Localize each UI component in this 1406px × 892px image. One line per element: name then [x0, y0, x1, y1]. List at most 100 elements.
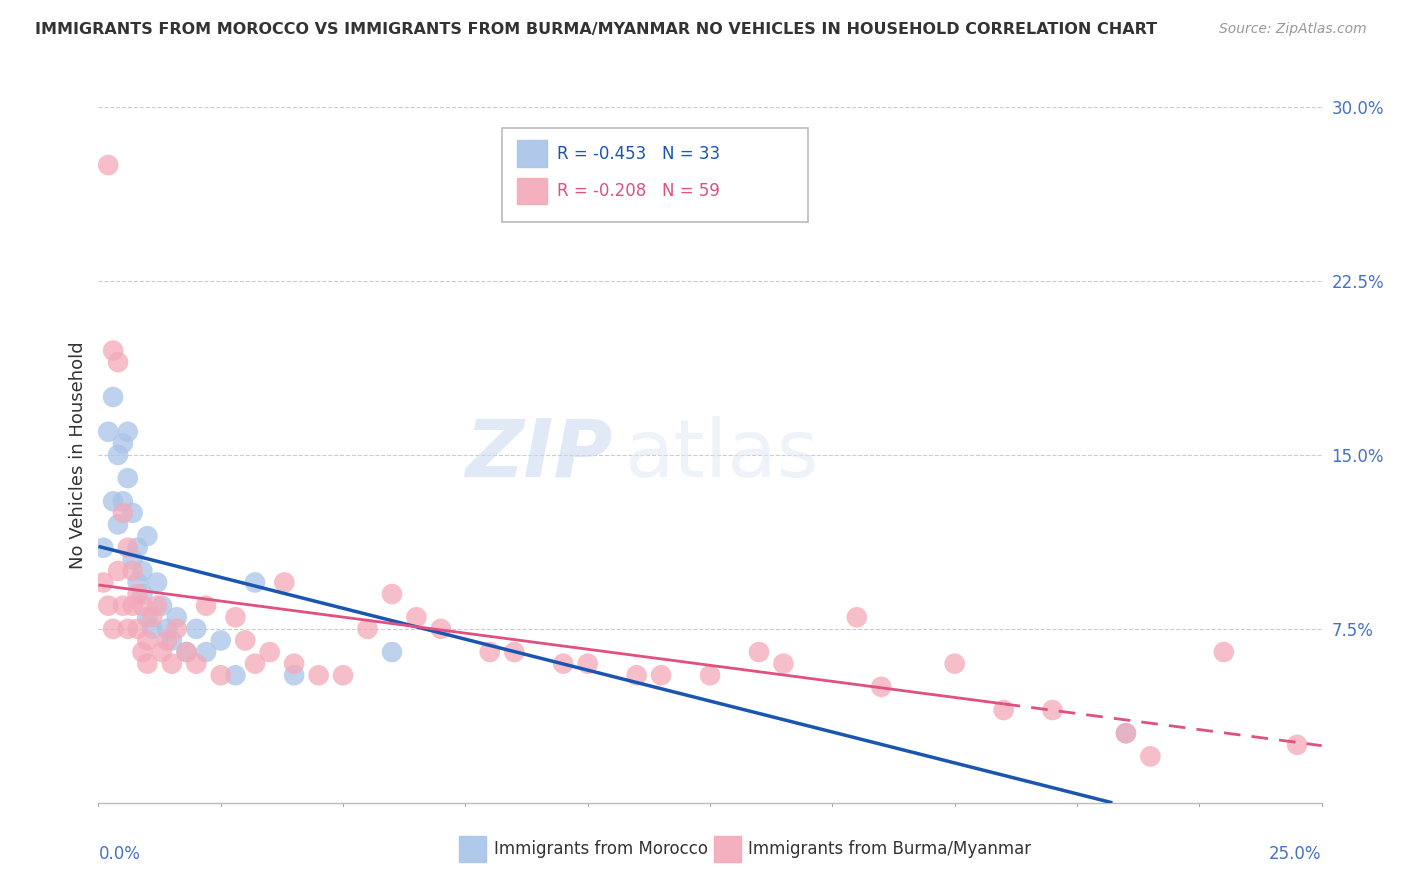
Text: 0.0%: 0.0% [98, 845, 141, 863]
Y-axis label: No Vehicles in Household: No Vehicles in Household [69, 341, 87, 569]
Point [845, 610, 868, 624]
Text: Immigrants from Morocco: Immigrants from Morocco [494, 839, 707, 858]
Point [243, 575, 266, 590]
Point [97, 158, 120, 172]
Point [121, 564, 143, 578]
Bar [460, 836, 486, 862]
Text: Source: ZipAtlas.com: Source: ZipAtlas.com [1219, 22, 1367, 37]
Point [136, 610, 159, 624]
Point [233, 633, 256, 648]
Point [141, 622, 163, 636]
Point [107, 517, 129, 532]
Point [111, 599, 134, 613]
Point [101, 343, 124, 358]
Point [186, 622, 208, 636]
Point [111, 494, 134, 508]
Point [127, 587, 149, 601]
Point [156, 633, 179, 648]
Point [553, 657, 575, 671]
Point [121, 506, 143, 520]
Point [136, 657, 159, 671]
Point [166, 622, 188, 636]
Point [121, 599, 143, 613]
Point [91, 575, 114, 590]
Point [332, 668, 354, 682]
Text: R = -0.453   N = 33: R = -0.453 N = 33 [557, 145, 720, 162]
Point [772, 657, 794, 671]
Bar [517, 178, 547, 204]
Point [356, 622, 378, 636]
Point [1139, 749, 1161, 764]
Point [699, 668, 721, 682]
Point [117, 471, 139, 485]
Point [224, 610, 246, 624]
Point [101, 622, 124, 636]
Point [993, 703, 1015, 717]
Point [503, 645, 526, 659]
Text: ZIP: ZIP [465, 416, 612, 494]
Point [870, 680, 893, 694]
Point [127, 622, 149, 636]
Point [405, 610, 427, 624]
Point [160, 633, 183, 648]
Point [136, 529, 159, 543]
Point [209, 633, 232, 648]
Point [127, 541, 149, 555]
Point [127, 575, 149, 590]
Text: 25.0%: 25.0% [1270, 845, 1322, 863]
Point [97, 599, 120, 613]
Point [1115, 726, 1137, 740]
Point [430, 622, 453, 636]
Point [107, 564, 129, 578]
Point [283, 657, 305, 671]
Point [117, 622, 139, 636]
Point [1115, 726, 1137, 740]
Text: R = -0.208   N = 59: R = -0.208 N = 59 [557, 182, 720, 200]
Point [943, 657, 966, 671]
Point [111, 506, 134, 520]
Point [101, 390, 124, 404]
Point [121, 552, 143, 566]
Point [176, 645, 198, 659]
Point [150, 645, 173, 659]
Point [160, 657, 183, 671]
Point [243, 657, 266, 671]
Point [131, 587, 153, 601]
Point [283, 668, 305, 682]
Point [107, 355, 129, 369]
Point [117, 541, 139, 555]
Point [91, 541, 114, 555]
Point [111, 436, 134, 450]
Point [259, 645, 281, 659]
Point [136, 633, 159, 648]
Point [626, 668, 648, 682]
Text: atlas: atlas [624, 416, 818, 494]
Point [166, 610, 188, 624]
Point [576, 657, 599, 671]
Point [146, 575, 169, 590]
Point [141, 610, 163, 624]
Point [381, 645, 404, 659]
Point [101, 494, 124, 508]
FancyBboxPatch shape [502, 128, 808, 222]
Point [273, 575, 295, 590]
Point [186, 657, 208, 671]
Point [308, 668, 330, 682]
Point [146, 599, 169, 613]
Point [117, 425, 139, 439]
Point [1042, 703, 1064, 717]
Point [131, 564, 153, 578]
Point [150, 599, 173, 613]
Point [131, 599, 153, 613]
Point [1212, 645, 1234, 659]
Bar [517, 140, 547, 167]
Text: Immigrants from Burma/Myanmar: Immigrants from Burma/Myanmar [748, 839, 1031, 858]
Point [156, 622, 179, 636]
Point [650, 668, 672, 682]
Point [209, 668, 232, 682]
Point [195, 599, 218, 613]
Point [1286, 738, 1309, 752]
Point [381, 587, 404, 601]
Point [748, 645, 770, 659]
Point [224, 668, 246, 682]
